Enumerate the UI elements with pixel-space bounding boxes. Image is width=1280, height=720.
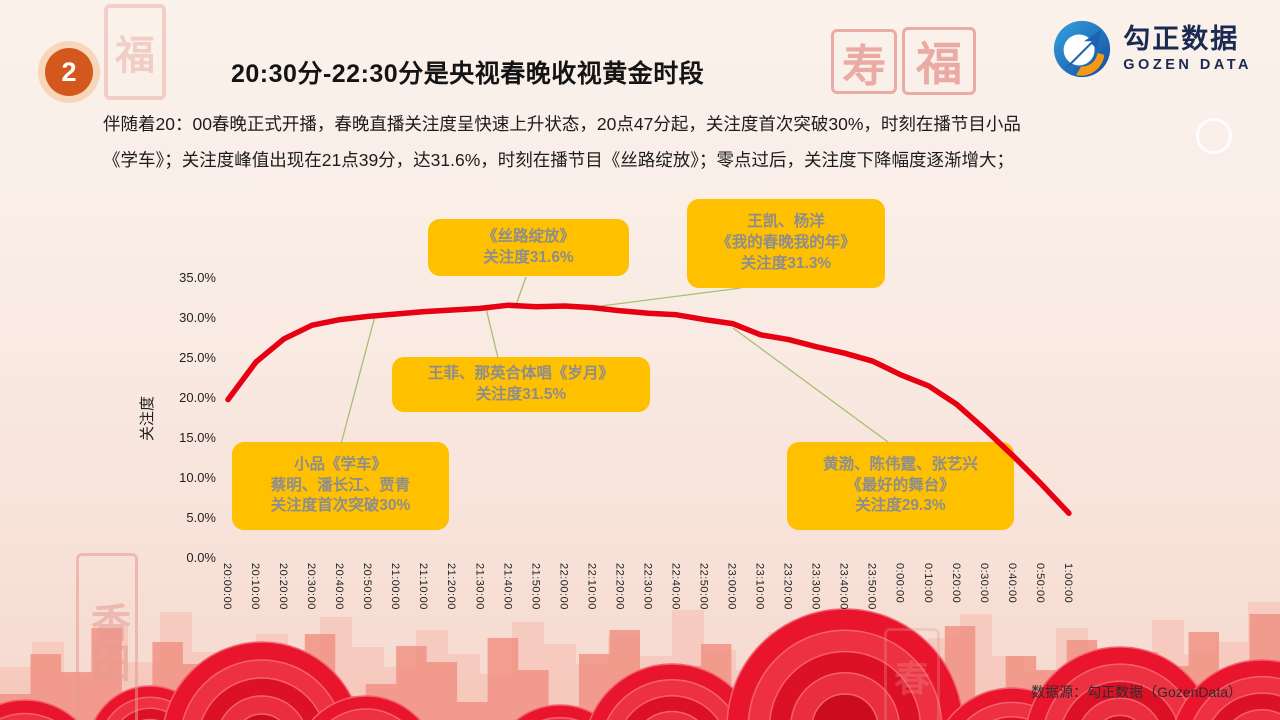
x-tick-label: 1:00:00 [1061, 563, 1074, 604]
callout-silu-zhanfang: 《丝路绽放》 关注度31.6% [428, 219, 629, 276]
y-tick-label: 20.0% [179, 390, 216, 405]
x-tick-label: 23:30:00 [809, 563, 822, 610]
y-tick-label: 35.0% [179, 270, 216, 285]
x-tick-label: 0:50:00 [1033, 563, 1046, 604]
x-tick-label: 23:20:00 [781, 563, 794, 610]
x-tick-label: 23:40:00 [837, 563, 850, 610]
callout-xiaopin-xueche: 小品《学车》 蔡明、潘长江、贾青 关注度首次突破30% [232, 442, 449, 530]
x-tick-label: 20:20:00 [277, 563, 290, 610]
callout-wangfei-naying-suiyue: 王菲、那英合体唱《岁月》 关注度31.5% [392, 357, 650, 412]
x-tick-label: 0:20:00 [949, 563, 962, 604]
x-tick-label: 22:10:00 [585, 563, 598, 610]
data-source-note: 数据源：勾正数据（GozenData） [1031, 684, 1242, 700]
intro-paragraph: 伴随着20：00春晚正式开播，春晚直播关注度呈快速上升状态，20点47分起，关注… [103, 106, 1208, 178]
page-title: 20:30分-22:30分是央视春晚收视黄金时段 [231, 60, 705, 88]
callout-zuihao-de-wutai: 黄渤、陈伟霆、张艺兴 《最好的舞台》 关注度29.3% [787, 442, 1014, 530]
x-tick-label: 0:00:00 [893, 563, 906, 604]
y-tick-label: 10.0% [179, 470, 216, 485]
y-tick-label: 25.0% [179, 350, 216, 365]
x-tick-label: 20:10:00 [249, 563, 262, 610]
x-tick-label: 22:50:00 [697, 563, 710, 610]
x-tick-label: 23:10:00 [753, 563, 766, 610]
ring-decoration [1196, 118, 1232, 154]
y-axis-title: 关注度 [139, 395, 157, 442]
x-tick-label: 20:50:00 [361, 563, 374, 610]
logo-cn-text: 勾正数据 [1123, 23, 1240, 54]
gozen-logo: 勾正数据 GOZEN DATA [1051, 18, 1252, 80]
callout-connector-line [485, 307, 499, 359]
seal-stamp-icon: 福 [902, 27, 976, 95]
callout-connector-line [340, 315, 376, 445]
x-tick-label: 22:40:00 [669, 563, 682, 610]
logo-en-text: GOZEN DATA [1123, 56, 1252, 73]
x-tick-label: 21:30:00 [473, 563, 486, 610]
callout-connector-line [732, 327, 889, 443]
intro-text-line1: 伴随着20：00春晚正式开播，春晚直播关注度呈快速上升状态，20点47分起，关注… [103, 114, 1021, 134]
callout-wangkai-yangyang: 王凯、杨洋 《我的春晚我的年》 关注度31.3% [687, 199, 885, 288]
callout-connector-line [600, 287, 742, 307]
x-tick-label: 0:40:00 [1005, 563, 1018, 604]
y-tick-label: 0.0% [186, 550, 216, 565]
x-tick-label: 21:00:00 [389, 563, 402, 610]
seal-stamp-icon: 春 [884, 628, 940, 720]
gozen-logo-icon [1054, 20, 1111, 78]
x-tick-label: 23:50:00 [865, 563, 878, 610]
callout-connector-line [515, 276, 527, 306]
x-tick-label: 20:40:00 [333, 563, 346, 610]
seal-stamp-icon: 香田 [76, 553, 138, 720]
section-number-badge: 2 [45, 48, 93, 96]
x-tick-label: 22:30:00 [641, 563, 654, 610]
x-tick-label: 22:00:00 [557, 563, 570, 610]
seal-stamp-icon: 福 [104, 4, 166, 100]
y-tick-label: 15.0% [179, 430, 216, 445]
x-tick-label: 0:10:00 [921, 563, 934, 604]
x-tick-label: 22:20:00 [613, 563, 626, 610]
intro-text-line2: 《学车》；关注度峰值出现在21点39分，达31.6%，时刻在播节目《丝路绽放》；… [103, 150, 1015, 170]
y-tick-label: 30.0% [179, 310, 216, 325]
y-tick-label: 5.0% [186, 510, 216, 525]
x-tick-label: 0:30:00 [977, 563, 990, 604]
x-tick-label: 21:40:00 [501, 563, 514, 610]
x-tick-label: 20:00:00 [221, 563, 233, 610]
seal-stamp-icon: 寿 [831, 29, 897, 94]
x-tick-label: 21:50:00 [529, 563, 542, 610]
x-tick-label: 21:10:00 [417, 563, 430, 610]
x-tick-label: 21:20:00 [445, 563, 458, 610]
x-tick-label: 23:00:00 [725, 563, 738, 610]
x-tick-label: 20:30:00 [305, 563, 318, 610]
